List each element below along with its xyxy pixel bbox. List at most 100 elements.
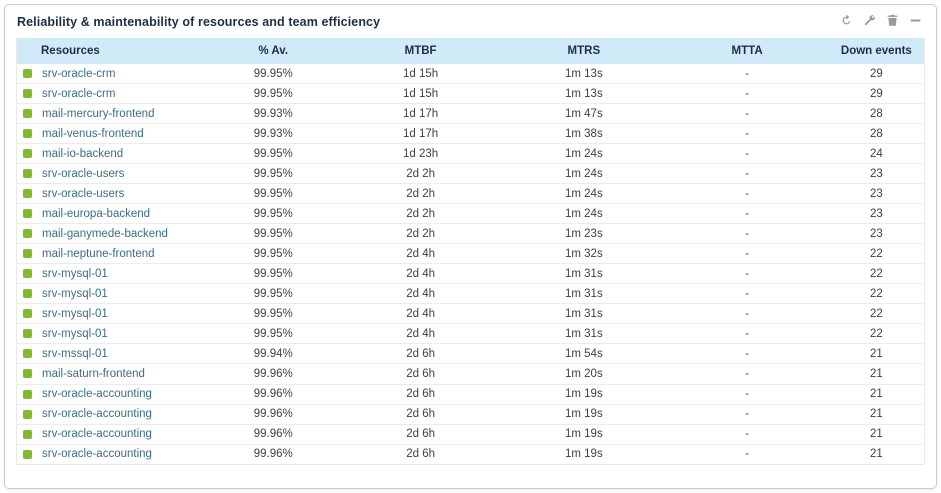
availability-value: 99.95%: [207, 263, 339, 285]
resource-name[interactable]: mail-neptune-frontend: [42, 247, 155, 260]
mtrs-value: 1m 31s: [502, 303, 666, 325]
down-events-value: 21: [828, 363, 924, 385]
resource-cell: mail-ganymede-backend: [17, 223, 208, 245]
status-up-indicator: [23, 269, 32, 279]
resource-name[interactable]: mail-mercury-frontend: [42, 107, 155, 120]
resource-name[interactable]: srv-oracle-crm: [42, 67, 116, 80]
column-header-resources: Resources: [17, 38, 208, 64]
mtrs-value: 1m 38s: [502, 123, 666, 145]
down-events-value: 22: [828, 283, 924, 305]
refresh-button[interactable]: [839, 14, 853, 29]
mtta-value: -: [665, 123, 829, 145]
status-up-indicator: [23, 229, 32, 239]
table-row: mail-saturn-frontend 99.96% 2d 6h 1m 20s -21: [17, 363, 924, 385]
resource-name[interactable]: srv-oracle-accounting: [42, 408, 152, 421]
reliability-widget: Reliability & maintenability of resource…: [4, 4, 937, 489]
mtta-value: -: [665, 363, 829, 385]
resource-cell: srv-mysql-01: [17, 283, 208, 305]
mtrs-value: 1m 31s: [502, 283, 666, 305]
resource-cell: srv-oracle-users: [17, 183, 208, 205]
availability-value: 99.95%: [207, 223, 339, 245]
resource-name[interactable]: srv-oracle-accounting: [42, 388, 152, 400]
status-up-indicator: [23, 149, 32, 159]
resource-cell: srv-oracle-accounting: [17, 444, 207, 464]
resource-name[interactable]: mail-saturn-frontend: [42, 367, 145, 380]
availability-value: 99.93%: [207, 103, 339, 125]
resource-name[interactable]: srv-oracle-crm: [42, 87, 116, 100]
column-header-availability: % Av.: [207, 38, 339, 64]
mtta-value: -: [665, 103, 829, 125]
status-up-indicator: [23, 109, 32, 119]
mtta-value: -: [665, 163, 829, 185]
mtrs-value: 1m 54s: [502, 343, 666, 365]
availability-value: 99.95%: [207, 323, 339, 345]
status-up-indicator: [23, 249, 32, 259]
resource-name[interactable]: srv-mysql-01: [42, 327, 108, 340]
down-events-value: 22: [828, 323, 924, 345]
table-row: srv-oracle-users 99.95% 2d 2h 1m 24s -23: [17, 163, 924, 185]
status-up-indicator: [23, 349, 32, 359]
resource-name[interactable]: mail-venus-frontend: [42, 127, 144, 140]
resource-name[interactable]: srv-oracle-users: [42, 167, 125, 180]
resource-name[interactable]: srv-mssql-01: [42, 347, 108, 360]
table-row: mail-ganymede-backend 99.95% 2d 2h 1m 23s -2…: [17, 223, 924, 245]
resource-name[interactable]: mail-ganymede-backend: [42, 227, 168, 240]
down-events-value: 29: [828, 64, 924, 85]
mtrs-value: 1m 19s: [502, 384, 666, 405]
configure-button[interactable]: [862, 15, 876, 29]
table-row: srv-oracle-users 99.95% 2d 2h 1m 24s -23: [17, 183, 924, 205]
mtta-value: -: [665, 283, 829, 305]
mtta-value: -: [665, 64, 829, 85]
down-events-value: 21: [828, 343, 924, 365]
mtbf-value: 2d 6h: [338, 343, 503, 365]
availability-value: 99.96%: [253, 448, 293, 461]
down-events-value: 28: [828, 103, 924, 125]
table-row: srv-oracle-crm 99.95% 1d 15h 1m 13s -29: [17, 83, 924, 105]
column-header-mtrs: MTRS: [502, 38, 666, 64]
down-events-value: 21: [828, 384, 924, 405]
mtrs-value: 1m 47s: [502, 103, 666, 125]
mtta-value: -: [665, 303, 829, 325]
resource-cell: srv-mysql-01: [17, 303, 208, 325]
resource-name[interactable]: mail-io-backend: [42, 147, 124, 160]
mtbf-value: 1d 15h: [338, 83, 503, 105]
mtbf-value: 2d 6h: [338, 363, 503, 385]
mtbf-value: 1d 17h: [338, 123, 503, 145]
mtta-value: -: [665, 83, 829, 105]
table-row: srv-mysql-01 99.95% 2d 4h 1m 31s -22: [17, 283, 924, 305]
mtta-value: -: [665, 203, 829, 225]
mtrs-value: 1m 24s: [502, 163, 666, 185]
mtbf-value: 2d 4h: [338, 263, 503, 285]
status-up-indicator: [23, 209, 32, 219]
mtbf-value: 1d 23h: [338, 143, 503, 165]
mtbf-value: 2d 4h: [338, 323, 503, 345]
resource-name[interactable]: srv-mysql-01: [42, 287, 108, 300]
resource-name[interactable]: mail-europa-backend: [42, 207, 151, 220]
mtta-value: -: [665, 183, 829, 205]
mtbf-value: 2d 2h: [338, 203, 503, 225]
resource-name[interactable]: srv-mysql-01: [42, 307, 108, 320]
availability-value: 99.95%: [207, 183, 339, 205]
table-row: srv-oracle-accounting 99.96% 2d 6h 1m 19s -2…: [17, 404, 924, 425]
resource-cell: srv-mssql-01: [17, 343, 208, 365]
table-row: srv-mysql-01 99.95% 2d 4h 1m 31s -22: [17, 323, 924, 345]
availability-value: 99.95%: [207, 163, 339, 185]
table-row: mail-mercury-frontend 99.93% 1d 17h 1m 47s -…: [17, 103, 924, 125]
resource-cell: mail-neptune-frontend: [17, 243, 208, 265]
mtbf-value: 2d 4h: [338, 303, 503, 325]
down-events-value: 21: [828, 424, 924, 445]
resource-name[interactable]: srv-oracle-accounting: [42, 448, 152, 461]
resource-cell: srv-mysql-01: [17, 323, 208, 345]
resource-name[interactable]: srv-oracle-users: [42, 187, 125, 200]
mtbf-value: 2d 4h: [338, 283, 503, 305]
collapse-button[interactable]: [908, 15, 922, 29]
delete-button[interactable]: [885, 14, 899, 29]
resource-cell: srv-oracle-accounting: [17, 384, 208, 405]
column-header-mtta: MTTA: [665, 38, 829, 64]
resource-name[interactable]: srv-mysql-01: [42, 267, 108, 280]
mtrs-value: 1m 23s: [502, 223, 666, 245]
column-header-down-events: Down events: [828, 38, 924, 64]
resource-name[interactable]: srv-oracle-accounting: [42, 428, 152, 441]
down-events-value: 23: [828, 183, 924, 205]
mtrs-value: 1m 31s: [502, 323, 666, 345]
